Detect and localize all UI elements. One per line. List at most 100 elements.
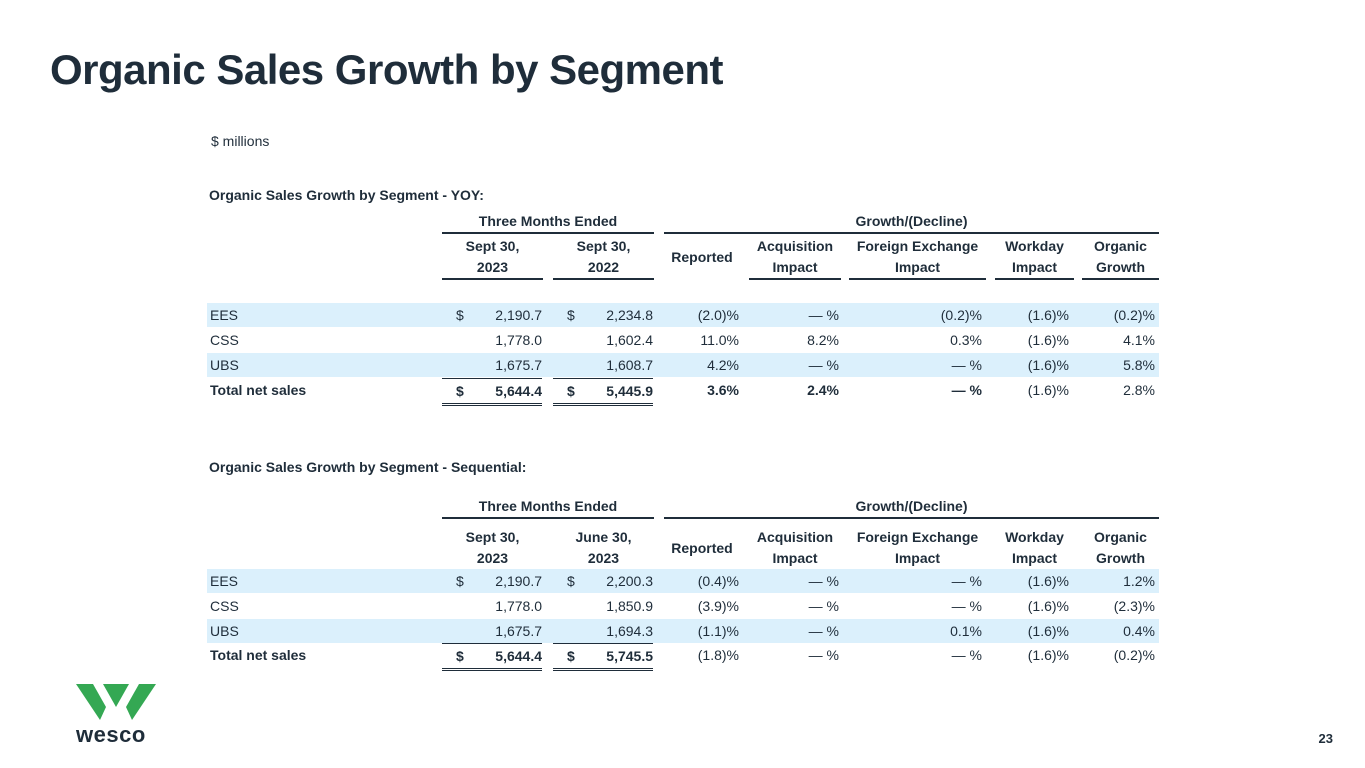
value-current: 5,644.4 xyxy=(495,648,542,664)
page-title: Organic Sales Growth by Segment xyxy=(50,46,724,93)
value-current: 1,675.7 xyxy=(495,357,542,373)
value-reported: (1.1)% xyxy=(697,623,739,639)
value-organic: 2.8% xyxy=(1123,382,1155,398)
value-fx: — % xyxy=(951,382,982,398)
logo-stroke-left xyxy=(76,684,106,720)
value-acquisition: — % xyxy=(808,573,839,589)
yoy-section-title: Organic Sales Growth by Segment - YOY: xyxy=(209,187,484,203)
value-fx: — % xyxy=(951,598,982,614)
total-current-box: $ 5,644.4 xyxy=(442,643,542,671)
yoy-three-months-header: Three Months Ended xyxy=(442,213,654,234)
row-label: UBS xyxy=(210,357,239,373)
value-organic: (0.2)% xyxy=(1113,647,1155,663)
value-acquisition: — % xyxy=(808,598,839,614)
table-row: UBS 1,675.7 1,608.7 4.2% — % — % (1.6)% … xyxy=(207,353,1159,377)
table-row-total: Total net sales $ 5,644.4 $ 5,445.9 3.6%… xyxy=(207,378,1159,406)
value-prior: 1,850.9 xyxy=(606,598,653,614)
value-reported: 11.0% xyxy=(700,332,739,348)
value-prior: 2,200.3 xyxy=(606,573,653,589)
value-prior: 1,608.7 xyxy=(606,357,653,373)
value-current: 1,778.0 xyxy=(495,332,542,348)
row-label: CSS xyxy=(210,598,239,614)
value-prior: 5,445.9 xyxy=(606,383,653,399)
table-row: UBS 1,675.7 1,694.3 (1.1)% — % 0.1% (1.6… xyxy=(207,619,1159,643)
dollar-sign: $ xyxy=(567,383,575,399)
seq-col-prior-header: June 30, 2023 xyxy=(553,527,654,571)
value-workday: (1.6)% xyxy=(1027,573,1069,589)
value-fx: 0.3% xyxy=(950,332,982,348)
yoy-growth-header: Growth/(Decline) xyxy=(664,213,1159,234)
yoy-col-current-header: Sept 30, 2023 xyxy=(442,236,543,280)
seq-growth-header: Growth/(Decline) xyxy=(664,498,1159,519)
value-acquisition: — % xyxy=(808,307,839,323)
value-reported: (2.0)% xyxy=(697,307,739,323)
brand-wordmark: wesco xyxy=(76,722,146,747)
value-organic: (2.3)% xyxy=(1113,598,1155,614)
yoy-col-acquisition-header: Acquisition Impact xyxy=(749,236,841,280)
row-label: EES xyxy=(210,573,239,589)
row-label: EES xyxy=(210,307,239,323)
page-number: 23 xyxy=(1318,731,1333,746)
seq-col-acquisition-header: Acquisition Impact xyxy=(749,527,841,571)
yoy-col-prior-header: Sept 30, 2022 xyxy=(553,236,654,280)
value-reported: (1.8)% xyxy=(697,647,739,663)
value-current: 1,675.7 xyxy=(495,623,542,639)
value-current: 2,190.7 xyxy=(495,307,542,323)
seq-col-workday-header: Workday Impact xyxy=(995,527,1074,571)
dollar-sign: $ xyxy=(456,573,464,589)
value-organic: 0.4% xyxy=(1123,623,1155,639)
value-workday: (1.6)% xyxy=(1027,307,1069,323)
row-label: UBS xyxy=(210,623,239,639)
value-reported: (0.4)% xyxy=(697,573,739,589)
dollar-sign: $ xyxy=(456,307,464,323)
row-label: Total net sales xyxy=(210,382,307,398)
seq-section-title: Organic Sales Growth by Segment - Sequen… xyxy=(209,459,527,475)
table-row: EES $ 2,190.7 $ 2,234.8 (2.0)% — % (0.2)… xyxy=(207,303,1159,327)
dollar-sign: $ xyxy=(567,307,575,323)
dollar-sign: $ xyxy=(567,573,575,589)
row-label: CSS xyxy=(210,332,239,348)
total-prior-box: $ 5,745.5 xyxy=(553,643,653,671)
table-row: CSS 1,778.0 1,602.4 11.0% 8.2% 0.3% (1.6… xyxy=(207,328,1159,352)
seq-col-reported-header: Reported xyxy=(671,539,733,556)
value-organic: 4.1% xyxy=(1123,332,1155,348)
value-prior: 2,234.8 xyxy=(606,307,653,323)
value-acquisition: 8.2% xyxy=(807,332,839,348)
units-label: $ millions xyxy=(211,133,270,149)
seq-col-organic-header: Organic Growth xyxy=(1082,527,1159,571)
seq-col-fx-header: Foreign Exchange Impact xyxy=(849,527,986,571)
yoy-col-organic-header: Organic Growth xyxy=(1082,236,1159,280)
logo-stroke-right xyxy=(126,684,156,720)
value-organic: 5.8% xyxy=(1123,357,1155,373)
dollar-sign: $ xyxy=(456,648,464,664)
value-reported: (3.9)% xyxy=(697,598,739,614)
table-row: CSS 1,778.0 1,850.9 (3.9)% — % — % (1.6)… xyxy=(207,594,1159,618)
value-workday: (1.6)% xyxy=(1027,382,1069,398)
value-acquisition: 2.4% xyxy=(807,382,839,398)
yoy-col-workday-header: Workday Impact xyxy=(995,236,1074,280)
logo-stroke-middle xyxy=(103,684,129,707)
value-acquisition: — % xyxy=(808,623,839,639)
value-fx: — % xyxy=(951,357,982,373)
value-current: 1,778.0 xyxy=(495,598,542,614)
value-reported: 4.2% xyxy=(707,357,739,373)
yoy-col-fx-header: Foreign Exchange Impact xyxy=(849,236,986,280)
seq-col-current-header: Sept 30, 2023 xyxy=(442,527,543,571)
value-current: 5,644.4 xyxy=(495,383,542,399)
value-workday: (1.6)% xyxy=(1027,357,1069,373)
value-workday: (1.6)% xyxy=(1027,598,1069,614)
value-prior: 5,745.5 xyxy=(606,648,653,664)
total-prior-box: $ 5,445.9 xyxy=(553,378,653,406)
dollar-sign: $ xyxy=(567,648,575,664)
seq-three-months-header: Three Months Ended xyxy=(442,498,654,519)
value-prior: 1,602.4 xyxy=(606,332,653,348)
value-current: 2,190.7 xyxy=(495,573,542,589)
value-organic: 1.2% xyxy=(1123,573,1155,589)
table-row-total: Total net sales $ 5,644.4 $ 5,745.5 (1.8… xyxy=(207,643,1159,671)
value-reported: 3.6% xyxy=(707,382,739,398)
value-fx: (0.2)% xyxy=(940,307,982,323)
yoy-col-reported-header: Reported xyxy=(671,248,733,265)
value-fx: — % xyxy=(951,647,982,663)
value-workday: (1.6)% xyxy=(1027,332,1069,348)
value-fx: 0.1% xyxy=(950,623,982,639)
